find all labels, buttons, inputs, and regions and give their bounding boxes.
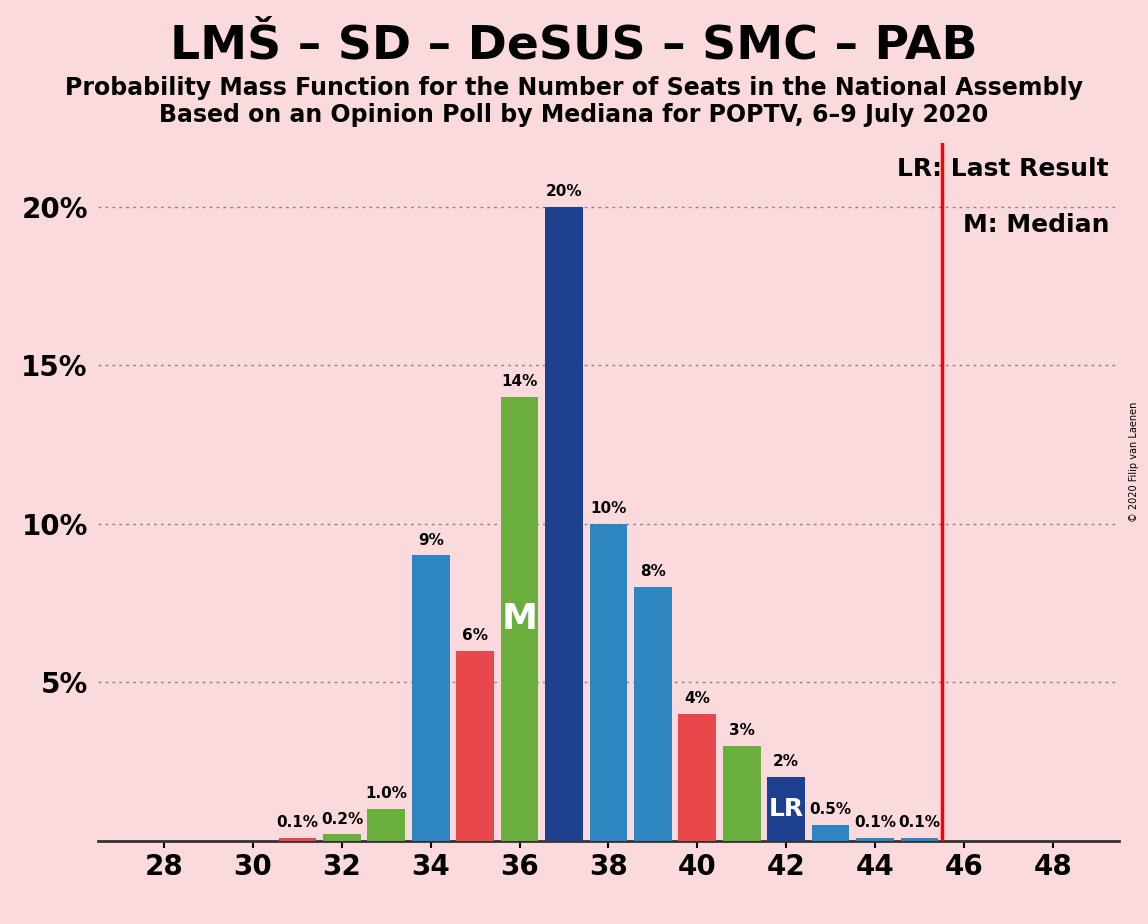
Text: LR: LR: [768, 797, 804, 821]
Bar: [501, 397, 538, 841]
Text: M: M: [502, 602, 537, 636]
Text: 3%: 3%: [729, 723, 754, 737]
Text: 10%: 10%: [590, 501, 627, 516]
Text: 14%: 14%: [502, 374, 537, 389]
Text: Based on an Opinion Poll by Mediana for POPTV, 6–9 July 2020: Based on an Opinion Poll by Mediana for …: [160, 103, 988, 128]
Bar: [678, 714, 716, 841]
Bar: [634, 587, 672, 841]
Bar: [856, 838, 894, 841]
Text: Probability Mass Function for the Number of Seats in the National Assembly: Probability Mass Function for the Number…: [65, 76, 1083, 100]
Bar: [545, 207, 583, 841]
Bar: [767, 777, 805, 841]
Bar: [812, 825, 850, 841]
Text: 8%: 8%: [639, 565, 666, 579]
Text: 6%: 6%: [463, 627, 488, 643]
Text: 0.1%: 0.1%: [854, 815, 895, 830]
Bar: [456, 650, 494, 841]
Bar: [279, 838, 317, 841]
Text: 0.5%: 0.5%: [809, 802, 852, 817]
Text: © 2020 Filip van Laenen: © 2020 Filip van Laenen: [1130, 402, 1139, 522]
Text: 0.1%: 0.1%: [899, 815, 940, 830]
Bar: [723, 746, 761, 841]
Text: 2%: 2%: [773, 755, 799, 770]
Bar: [590, 524, 627, 841]
Text: 0.1%: 0.1%: [277, 815, 318, 830]
Text: LMŠ – SD – DeSUS – SMC – PAB: LMŠ – SD – DeSUS – SMC – PAB: [170, 23, 978, 68]
Text: M: Median: M: Median: [962, 213, 1109, 237]
Bar: [412, 555, 450, 841]
Text: LR: Last Result: LR: Last Result: [898, 157, 1109, 181]
Bar: [367, 809, 405, 841]
Bar: [900, 838, 938, 841]
Text: 0.2%: 0.2%: [320, 811, 363, 827]
Text: 1.0%: 1.0%: [365, 786, 408, 801]
Text: 20%: 20%: [545, 184, 582, 199]
Text: 9%: 9%: [418, 532, 443, 548]
Bar: [323, 834, 360, 841]
Text: 4%: 4%: [684, 691, 711, 706]
